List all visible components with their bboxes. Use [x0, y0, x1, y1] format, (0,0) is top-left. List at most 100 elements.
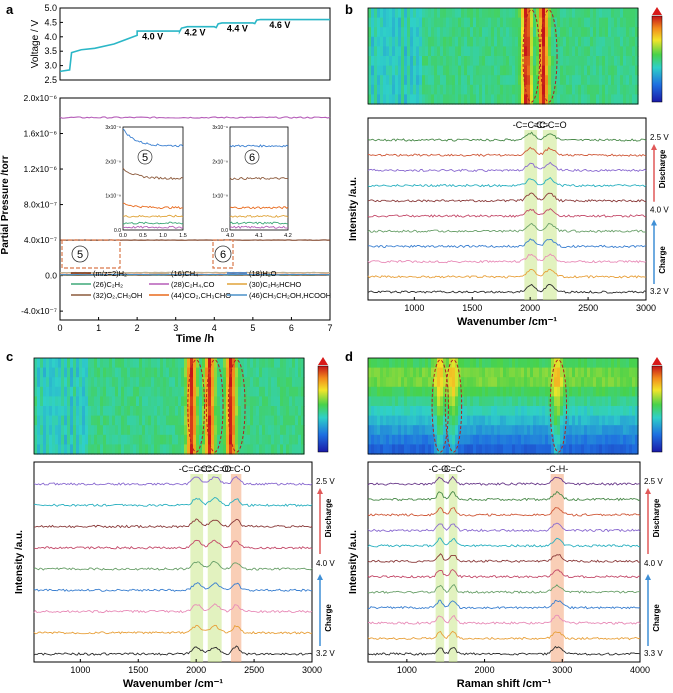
heatmap-cell	[139, 367, 143, 378]
heatmap-cell	[473, 65, 477, 76]
heatmap-cell	[229, 377, 233, 388]
heatmap-cell	[416, 46, 420, 57]
heatmap-cell	[500, 415, 504, 426]
heatmap-cell	[88, 367, 92, 378]
heatmap-cell	[509, 94, 513, 105]
heatmap-cell	[142, 386, 146, 397]
heatmap-cell	[512, 406, 516, 417]
heatmap-cell	[518, 8, 522, 19]
heatmap-cell	[103, 386, 107, 397]
heatmap-cell	[148, 358, 152, 369]
heatmap-cell	[289, 425, 293, 436]
heatmap-cell	[223, 444, 227, 455]
heatmap-cell	[205, 367, 209, 378]
heatmap-cell	[488, 377, 492, 388]
heatmap-cell	[521, 396, 525, 407]
heatmap-cell	[521, 415, 525, 426]
heatmap-cell	[479, 65, 483, 76]
heatmap-cell	[479, 17, 483, 28]
heatmap-cell	[443, 17, 447, 28]
heatmap-cell	[67, 444, 71, 455]
heatmap-cell	[623, 27, 627, 38]
heatmap-cell	[419, 84, 423, 95]
heatmap-cell	[566, 46, 570, 57]
heatmap-cell	[115, 434, 119, 445]
heatmap-cell	[425, 396, 429, 407]
heatmap-cell	[407, 8, 411, 19]
heatmap-cell	[440, 434, 444, 445]
heatmap-cell	[407, 84, 411, 95]
x-tick-label: 2000	[186, 665, 206, 675]
heatmap-cell	[581, 8, 585, 19]
heatmap-cell	[464, 8, 468, 19]
heatmap-cell	[118, 434, 122, 445]
heatmap-cell	[416, 56, 420, 67]
heatmap-cell	[482, 358, 486, 369]
heatmap-cell	[133, 377, 137, 388]
heatmap-cell	[85, 406, 89, 417]
heatmap-cell	[545, 75, 549, 86]
heatmap-cell	[371, 27, 375, 38]
heatmap-cell	[485, 65, 489, 76]
heatmap-cell	[395, 358, 399, 369]
heatmap-cell	[551, 65, 555, 76]
heatmap-cell	[437, 36, 441, 47]
heatmap-cell	[587, 358, 591, 369]
pressure-x-tick-label: 6	[289, 323, 294, 333]
heatmap-cell	[452, 36, 456, 47]
heatmap-cell	[115, 367, 119, 378]
heatmap-cell	[572, 8, 576, 19]
heatmap-cell	[241, 386, 245, 397]
heatmap-cell	[259, 396, 263, 407]
heatmap-cell	[587, 46, 591, 57]
heatmap-cell	[635, 94, 639, 105]
pressure-x-tick-label: 1	[96, 323, 101, 333]
heatmap-cell	[416, 75, 420, 86]
heatmap-cell	[542, 84, 546, 95]
heatmap-cell	[112, 425, 116, 436]
heatmap-cell	[455, 56, 459, 67]
heatmap-cell	[52, 434, 56, 445]
heatmap-cell	[392, 367, 396, 378]
heatmap-cell	[169, 444, 173, 455]
heatmap-cell	[467, 46, 471, 57]
heatmap-cell	[509, 75, 513, 86]
heatmap-cell	[545, 434, 549, 445]
heatmap-cell	[262, 444, 266, 455]
heatmap-cell	[476, 386, 480, 397]
heatmap-cell	[476, 94, 480, 105]
heatmap-cell	[446, 444, 450, 455]
heatmap-cell	[55, 406, 59, 417]
heatmap-cell	[232, 396, 236, 407]
heatmap-cell	[395, 377, 399, 388]
heatmap-cell	[139, 425, 143, 436]
heatmap-cell	[271, 386, 275, 397]
heatmap-cell	[398, 27, 402, 38]
heatmap-cell	[542, 367, 546, 378]
heatmap-cell	[368, 84, 372, 95]
heatmap-cell	[103, 434, 107, 445]
heatmap-cell	[79, 386, 83, 397]
heatmap-cell	[419, 75, 423, 86]
heatmap-cell	[43, 444, 47, 455]
heatmap-cell	[395, 36, 399, 47]
heatmap-cell	[85, 386, 89, 397]
heatmap-cell	[605, 17, 609, 28]
heatmap-cell	[292, 415, 296, 426]
heatmap-cell	[431, 8, 435, 19]
heatmap-cell	[202, 358, 206, 369]
heatmap-cell	[533, 8, 537, 19]
heatmap-cell	[289, 386, 293, 397]
heatmap-cell	[193, 444, 197, 455]
heatmap-cell	[608, 36, 612, 47]
heatmap-cell	[205, 444, 209, 455]
heatmap-cell	[464, 425, 468, 436]
heatmap-cell	[479, 425, 483, 436]
heatmap-cell	[202, 425, 206, 436]
heatmap-cell	[512, 27, 516, 38]
heatmap-cell	[458, 434, 462, 445]
heatmap-cell	[416, 8, 420, 19]
heatmap-cell	[581, 27, 585, 38]
heatmap-cell	[419, 8, 423, 19]
